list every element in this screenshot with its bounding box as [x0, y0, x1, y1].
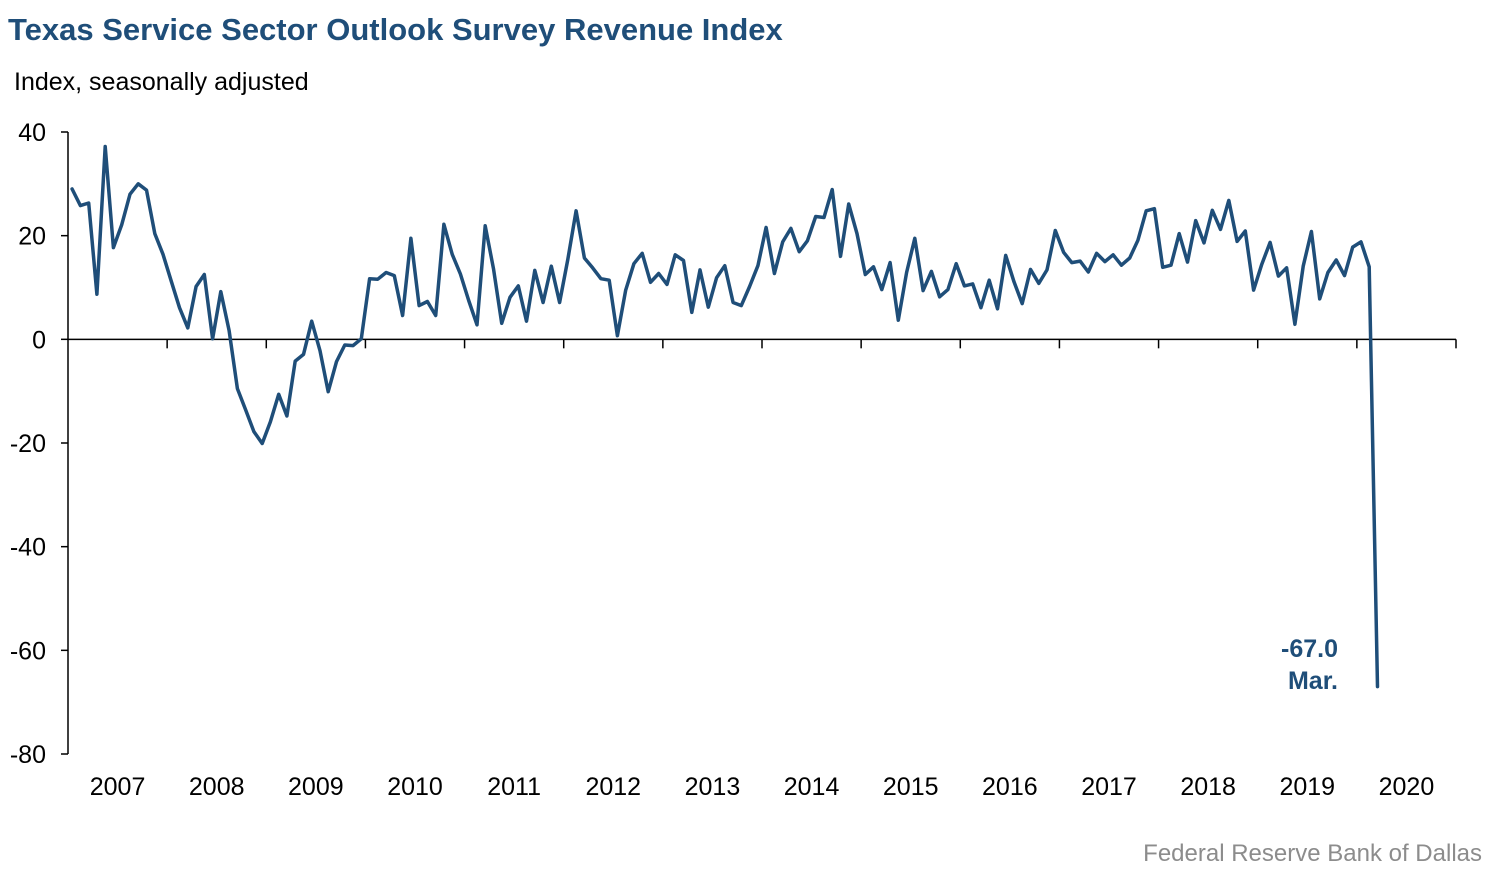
x-tick-label: 2011 — [487, 773, 541, 801]
y-tick-label: 40 — [18, 119, 46, 147]
chart-subtitle: Index, seasonally adjusted — [14, 68, 309, 96]
annotation-layer: -67.0 Mar. — [1281, 635, 1338, 695]
chart-title: Texas Service Sector Outlook Survey Reve… — [8, 12, 783, 47]
x-tick-label: 2017 — [1081, 773, 1137, 801]
y-tick-label: 20 — [18, 223, 46, 251]
y-tick-label: -60 — [10, 637, 46, 665]
axes-layer: 40 20 0 -20 -40 -60 -80 2007 2008 2009 2010 2011 201… — [10, 119, 1457, 801]
x-tick-label: 2009 — [288, 773, 344, 801]
x-tick-label: 2016 — [982, 773, 1038, 801]
x-tick-label: 2014 — [784, 773, 840, 801]
annotation-label: Mar. — [1288, 667, 1338, 695]
x-tick-label: 2012 — [585, 773, 641, 801]
y-tick-label: -20 — [10, 430, 46, 458]
x-tick-label: 2015 — [883, 773, 939, 801]
x-tick-label: 2019 — [1279, 773, 1335, 801]
x-tick-label: 2020 — [1379, 773, 1435, 801]
series-line — [70, 144, 1380, 689]
y-tick-label: -40 — [10, 534, 46, 562]
x-tick-label: 2008 — [189, 773, 245, 801]
annotation-value: -67.0 — [1281, 635, 1338, 663]
x-tick-label: 2013 — [685, 773, 741, 801]
y-tick-label: 0 — [32, 326, 46, 354]
x-tick-label: 2018 — [1180, 773, 1236, 801]
y-tick-label: -80 — [10, 741, 46, 769]
source-note: Federal Reserve Bank of Dallas — [1143, 840, 1482, 867]
x-tick-label: 2007 — [90, 773, 146, 801]
x-tick-label: 2010 — [387, 773, 443, 801]
line-layer — [70, 144, 1380, 689]
